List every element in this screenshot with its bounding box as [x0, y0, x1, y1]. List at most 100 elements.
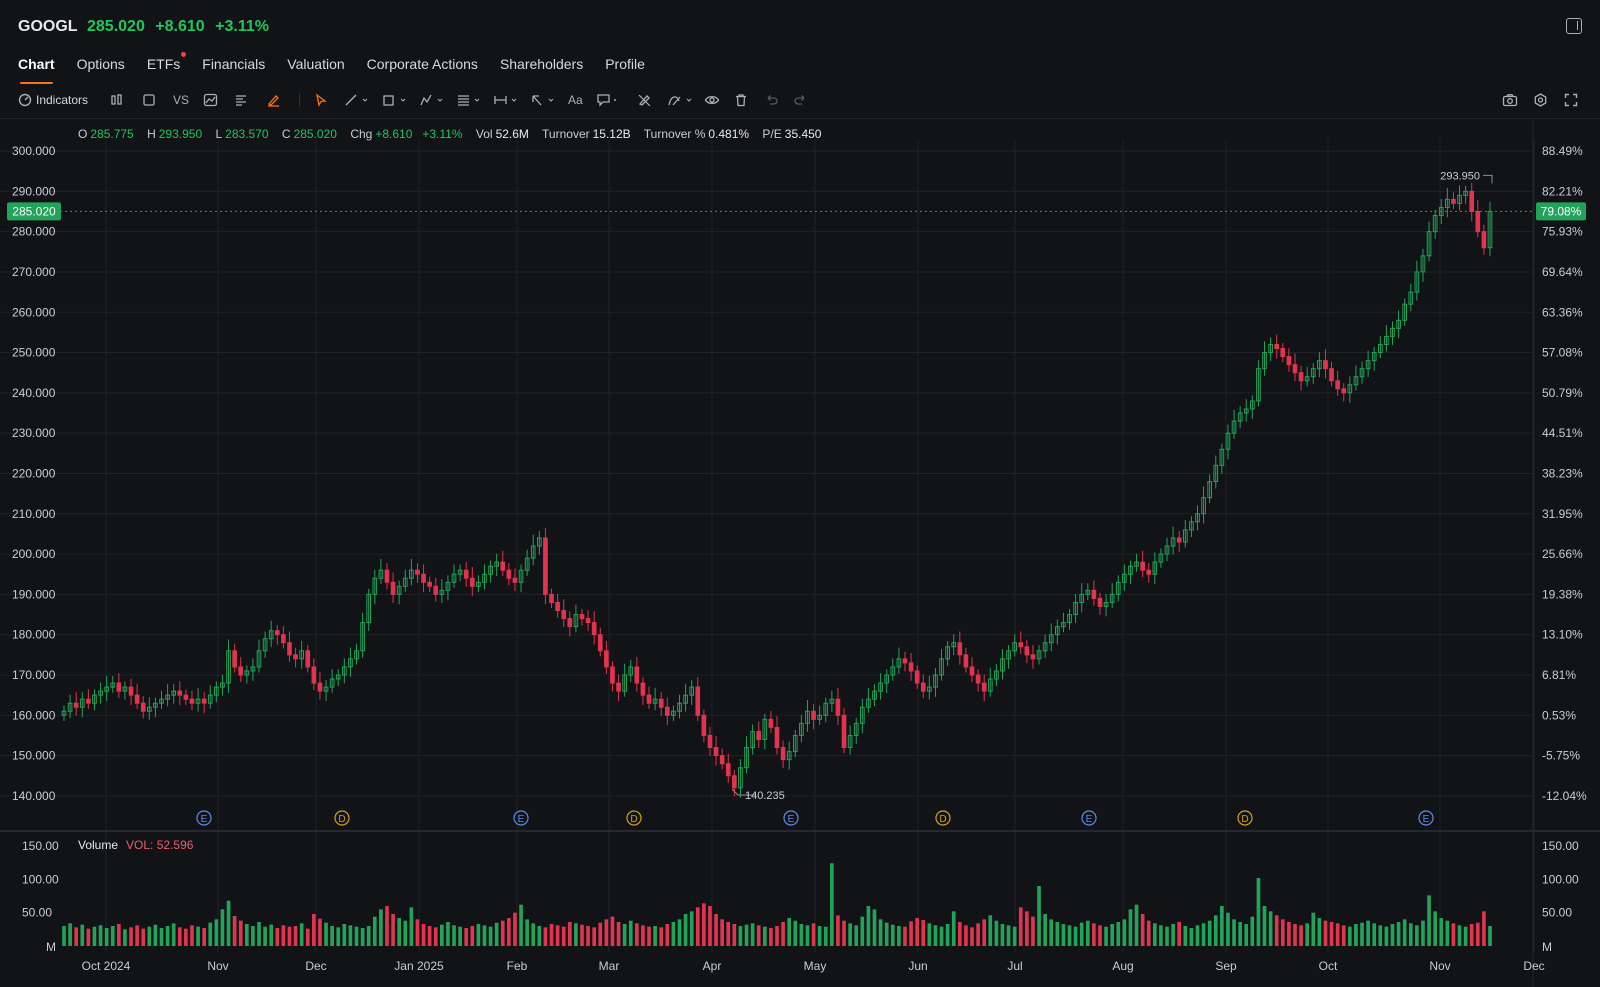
camera-icon [1502, 94, 1518, 107]
candle-body [1390, 327, 1395, 337]
annotation-button[interactable] [667, 90, 695, 110]
candle-body [872, 690, 877, 700]
volume-bar [110, 926, 115, 946]
compare-button[interactable]: VS [173, 90, 189, 110]
tab-shareholders[interactable]: Shareholders [499, 56, 584, 72]
volume-tick-label: 100.00 [22, 872, 59, 886]
eraser-brush-button[interactable] [637, 90, 652, 110]
candle-body [1158, 553, 1164, 563]
candle-body [537, 537, 542, 547]
tab-financials[interactable]: Financials [202, 56, 266, 72]
candle-body [902, 658, 908, 664]
candle-body [762, 718, 768, 740]
measure-tool-button[interactable] [493, 90, 519, 110]
comment-button[interactable] [596, 90, 618, 110]
volume-bar [1104, 926, 1108, 946]
cursor-button[interactable] [314, 90, 328, 110]
volume-bar [866, 906, 871, 946]
text-tool-button[interactable]: Aa [568, 90, 583, 110]
candle-body [1189, 521, 1194, 531]
candle-body [1115, 581, 1121, 595]
panel-toggle-icon[interactable] [1566, 18, 1582, 34]
brush-button[interactable] [266, 90, 281, 110]
candle-body [695, 686, 701, 716]
volume-bar [513, 912, 517, 946]
candle-body [1024, 646, 1030, 656]
tab-valuation[interactable]: Valuation [287, 56, 345, 72]
undo-button[interactable] [764, 90, 779, 110]
candle-body [805, 710, 810, 724]
candle-body [348, 658, 353, 668]
volume-bar [1341, 925, 1346, 946]
candle-body [1280, 348, 1286, 358]
candle-body [1347, 384, 1353, 394]
volume-bar [281, 925, 286, 946]
volume-bar [1146, 920, 1151, 946]
candle-body [847, 734, 853, 749]
pattern-tool-button[interactable] [419, 90, 445, 110]
volume-bar [628, 920, 633, 946]
quote-header: GOOGL 285.020 +8.610 +3.11% [0, 0, 1600, 52]
delete-button[interactable] [734, 90, 748, 110]
shape-tool-icon [383, 95, 406, 106]
undo-icon [767, 95, 778, 105]
settings-button[interactable] [1533, 90, 1548, 110]
indicators-button[interactable]: Indicators [18, 90, 88, 110]
volume-bar [1232, 919, 1236, 946]
volume-bar [177, 927, 182, 946]
screenshot-button[interactable] [1502, 90, 1518, 110]
candle-body [476, 581, 481, 587]
shape-tool-button[interactable] [382, 90, 408, 110]
volume-bar [318, 918, 322, 946]
candle-body [683, 694, 688, 704]
volume-bar [939, 926, 944, 946]
volume-bar [903, 926, 907, 946]
candle-body [1463, 190, 1468, 196]
tab-corporate-actions[interactable]: Corporate Actions [366, 56, 478, 72]
volume-bar [421, 924, 426, 946]
candle-body [1329, 368, 1334, 382]
tab-profile[interactable]: Profile [605, 56, 645, 72]
volume-bar [129, 927, 133, 946]
candle-body [1310, 368, 1316, 378]
candle-body [1396, 319, 1401, 329]
candle-body [256, 650, 262, 668]
candle-body [1384, 335, 1389, 345]
candle-body [1408, 291, 1414, 305]
candle-type-button[interactable] [110, 90, 124, 110]
volume-bar [494, 922, 499, 946]
candle-body [792, 734, 798, 753]
fullscreen-button[interactable] [1564, 90, 1578, 110]
redo-button[interactable] [793, 90, 808, 110]
line-tool-button[interactable] [344, 90, 370, 110]
arrow-tool-button[interactable] [530, 90, 556, 110]
tab-options[interactable]: Options [76, 56, 125, 72]
volume-legend-value: VOL: 52.596 [126, 838, 194, 852]
square-button[interactable] [142, 90, 156, 110]
ohlc-legend: O 285.775 H 293.950 L 283.570 C 285.020 Chg +… [78, 127, 831, 141]
chart-style-button[interactable] [203, 90, 218, 110]
volume-bar [342, 924, 347, 946]
x-tick-label: Jun [908, 959, 927, 973]
tab-etfs[interactable]: ETFs [147, 52, 187, 84]
align-button[interactable] [234, 90, 248, 110]
volume-bar [196, 926, 200, 946]
candle-body [811, 710, 816, 720]
volume-bar [897, 926, 901, 946]
event-marker-label: E [201, 814, 208, 825]
candle-body [543, 537, 548, 595]
candle-body [707, 734, 713, 749]
volume-bar [62, 926, 66, 946]
visibility-button[interactable] [704, 90, 720, 110]
tab-chart[interactable]: Chart [18, 56, 55, 84]
candle-body [671, 710, 676, 716]
ohlc-turnover-label: Turnover [542, 127, 590, 141]
candle-body [268, 630, 274, 640]
dividend-event-icon [334, 810, 350, 826]
price-chart[interactable]: 300.000 88.49% 290.000 82.21% 280.000 75.93% 2… [0, 120, 1600, 987]
fib-tool-button[interactable] [456, 90, 482, 110]
candle-body [287, 642, 292, 656]
volume-tick-label: 50.00 [1542, 906, 1572, 920]
volume-bar [379, 909, 383, 946]
volume-bar [1177, 922, 1182, 946]
